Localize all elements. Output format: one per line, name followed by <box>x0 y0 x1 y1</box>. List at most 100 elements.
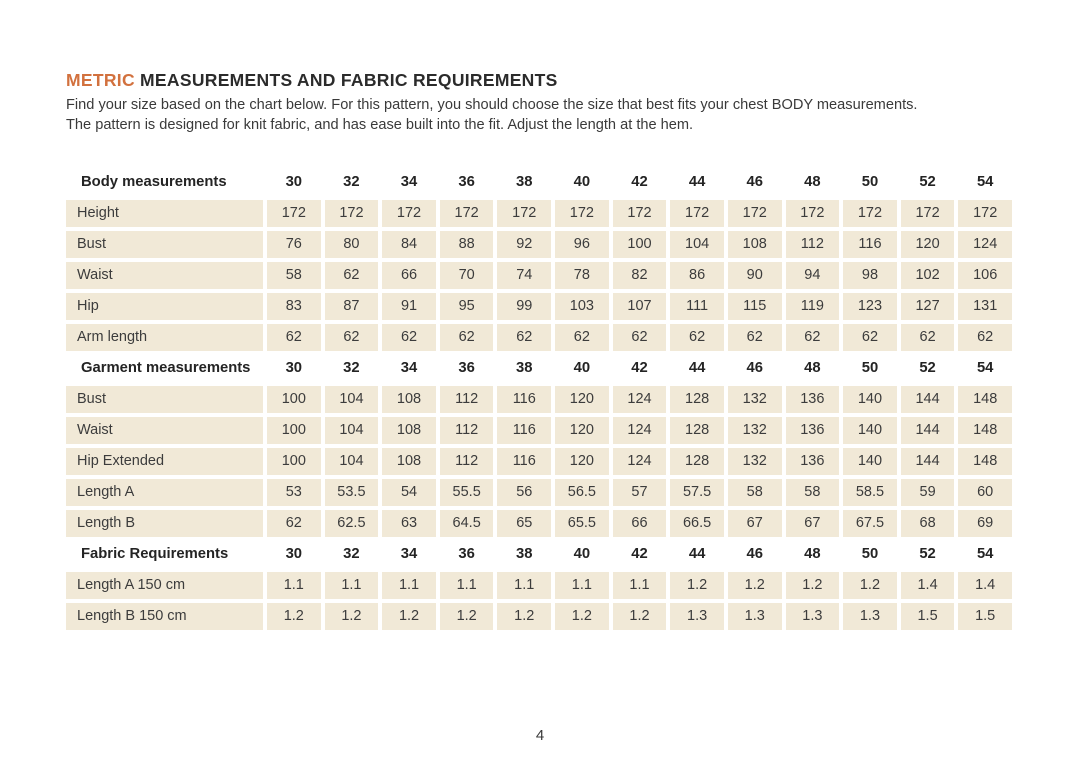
measurement-cell: 115 <box>727 293 782 320</box>
measurement-cell: 57.5 <box>670 479 724 506</box>
measurement-cell: 1.1 <box>382 572 436 599</box>
measurement-cell: 136 <box>785 417 840 444</box>
measurement-cell: 144 <box>900 417 955 444</box>
size-column-header: 34 <box>400 174 418 190</box>
measurement-cell: 62.5 <box>324 510 379 537</box>
section-header-label: Fabric Requirements <box>81 546 229 562</box>
measurement-cell: 112 <box>439 448 494 475</box>
page-number: 4 <box>535 727 545 744</box>
table-row: Height 172 172 172 172 172 172 172 172 172 172 172 1… <box>66 200 1012 227</box>
measurement-cell: 104 <box>324 448 379 475</box>
measurement-cell: 102 <box>900 262 955 289</box>
section-header-row: Fabric Requirements 30 32 34 36 38 40 42 44 46 48 5… <box>66 541 1012 568</box>
intro-text: Find your size based on the chart below.… <box>66 96 1012 135</box>
section-header-row: Garment measurements 30 32 34 36 38 40 42 44 46 48… <box>66 355 1012 382</box>
measurement-cell: 96 <box>555 231 609 258</box>
measurement-cell: 57 <box>612 479 667 506</box>
measurement-cell: 112 <box>439 386 494 413</box>
measurement-cell: 127 <box>900 293 955 320</box>
measurement-cell: 95 <box>439 293 494 320</box>
section-header-label: Garment measurements <box>81 360 251 376</box>
measurement-cell: 112 <box>785 231 840 258</box>
row-label: Waist <box>66 262 263 289</box>
measurement-cell: 1.2 <box>497 603 552 630</box>
measurement-cell: 107 <box>612 293 667 320</box>
size-column-header: 30 <box>285 360 303 376</box>
measurement-cell: 91 <box>382 293 436 320</box>
size-column-header: 42 <box>631 546 648 562</box>
size-column-header: 52 <box>919 546 936 562</box>
size-column-header: 50 <box>861 174 879 190</box>
measurement-cell: 1.3 <box>785 603 840 630</box>
measurement-cell: 1.2 <box>843 572 897 599</box>
measurement-cell: 172 <box>727 200 782 227</box>
measurement-cell: 172 <box>612 200 667 227</box>
measurement-cell: 58 <box>785 479 840 506</box>
measurement-cell: 104 <box>324 417 379 444</box>
measurement-cell: 140 <box>843 386 897 413</box>
measurement-cell: 136 <box>785 448 840 475</box>
measurement-cell: 1.1 <box>439 572 494 599</box>
size-column-header: 38 <box>516 174 533 190</box>
measurement-cell: 54 <box>382 479 436 506</box>
measurement-cell: 124 <box>958 231 1012 258</box>
measurement-cell: 108 <box>382 386 436 413</box>
measurement-cell: 60 <box>958 479 1012 506</box>
measurement-cell: 62 <box>670 324 724 351</box>
measurement-cell: 62 <box>612 324 667 351</box>
measurement-cell: 172 <box>324 200 379 227</box>
measurement-cell: 62 <box>900 324 955 351</box>
measurement-cell: 1.3 <box>727 603 782 630</box>
size-column-header: 50 <box>861 546 879 562</box>
size-column-header: 48 <box>804 546 821 562</box>
table-row: Hip Extended 100 104 108 112 116 120 124 128 132 1… <box>66 448 1012 475</box>
table-row: Length A 150 cm 1.1 1.1 1.1 1.1 1.1 1.1 1.1 1.2 1… <box>66 572 1012 599</box>
measurement-cell: 66 <box>612 510 667 537</box>
measurement-cell: 62 <box>382 324 436 351</box>
measurement-cell: 62 <box>843 324 897 351</box>
measurement-cell: 80 <box>324 231 379 258</box>
measurement-cell: 116 <box>497 448 552 475</box>
measurement-cell: 67 <box>785 510 840 537</box>
size-column-header: 42 <box>631 174 648 190</box>
table-row: Length B 62 62.5 63 64.5 65 65.5 66 66.5 67 67 67.5… <box>66 510 1012 537</box>
size-column-header: 50 <box>861 360 879 376</box>
measurement-cell: 131 <box>958 293 1012 320</box>
measurement-cell: 66.5 <box>670 510 724 537</box>
row-label: Length B 150 cm <box>66 603 263 630</box>
measurement-cell: 1.3 <box>843 603 897 630</box>
size-column-header: 52 <box>919 360 936 376</box>
table-row: Bust 100 104 108 112 116 120 124 128 132 136 140 144… <box>66 386 1012 413</box>
measurement-cell: 104 <box>324 386 379 413</box>
measurement-cell: 136 <box>785 386 840 413</box>
measurement-cell: 172 <box>555 200 609 227</box>
measurement-cell: 1.1 <box>497 572 552 599</box>
measurement-cell: 100 <box>267 448 321 475</box>
measurement-cell: 69 <box>958 510 1012 537</box>
measurement-cell: 84 <box>382 231 436 258</box>
measurement-cell: 106 <box>958 262 1012 289</box>
size-column-header: 30 <box>285 174 303 190</box>
measurement-cell: 62 <box>555 324 609 351</box>
measurement-cell: 78 <box>555 262 609 289</box>
measurement-cell: 67.5 <box>843 510 897 537</box>
row-label: Arm length <box>66 324 263 351</box>
size-column-header: 38 <box>516 546 533 562</box>
size-column-header: 30 <box>285 546 303 562</box>
measurement-cell: 53.5 <box>324 479 379 506</box>
size-column-header: 40 <box>573 360 591 376</box>
measurement-cell: 65.5 <box>555 510 609 537</box>
table-row: Length A 53 53.5 54 55.5 56 56.5 57 57.5 58 58 58.5… <box>66 479 1012 506</box>
size-column-header: 44 <box>688 360 706 376</box>
measurement-cell: 67 <box>727 510 782 537</box>
measurement-cell: 98 <box>843 262 897 289</box>
size-column-header: 42 <box>631 360 648 376</box>
measurement-cell: 1.2 <box>727 572 782 599</box>
size-column-header: 32 <box>343 360 360 376</box>
measurement-cell: 63 <box>382 510 436 537</box>
measurement-cell: 83 <box>267 293 321 320</box>
measurement-cell: 108 <box>382 448 436 475</box>
measurement-cell: 56.5 <box>555 479 609 506</box>
table-row: Length B 150 cm 1.2 1.2 1.2 1.2 1.2 1.2 1.2 1.3 1… <box>66 603 1012 630</box>
measurement-cell: 124 <box>612 386 667 413</box>
